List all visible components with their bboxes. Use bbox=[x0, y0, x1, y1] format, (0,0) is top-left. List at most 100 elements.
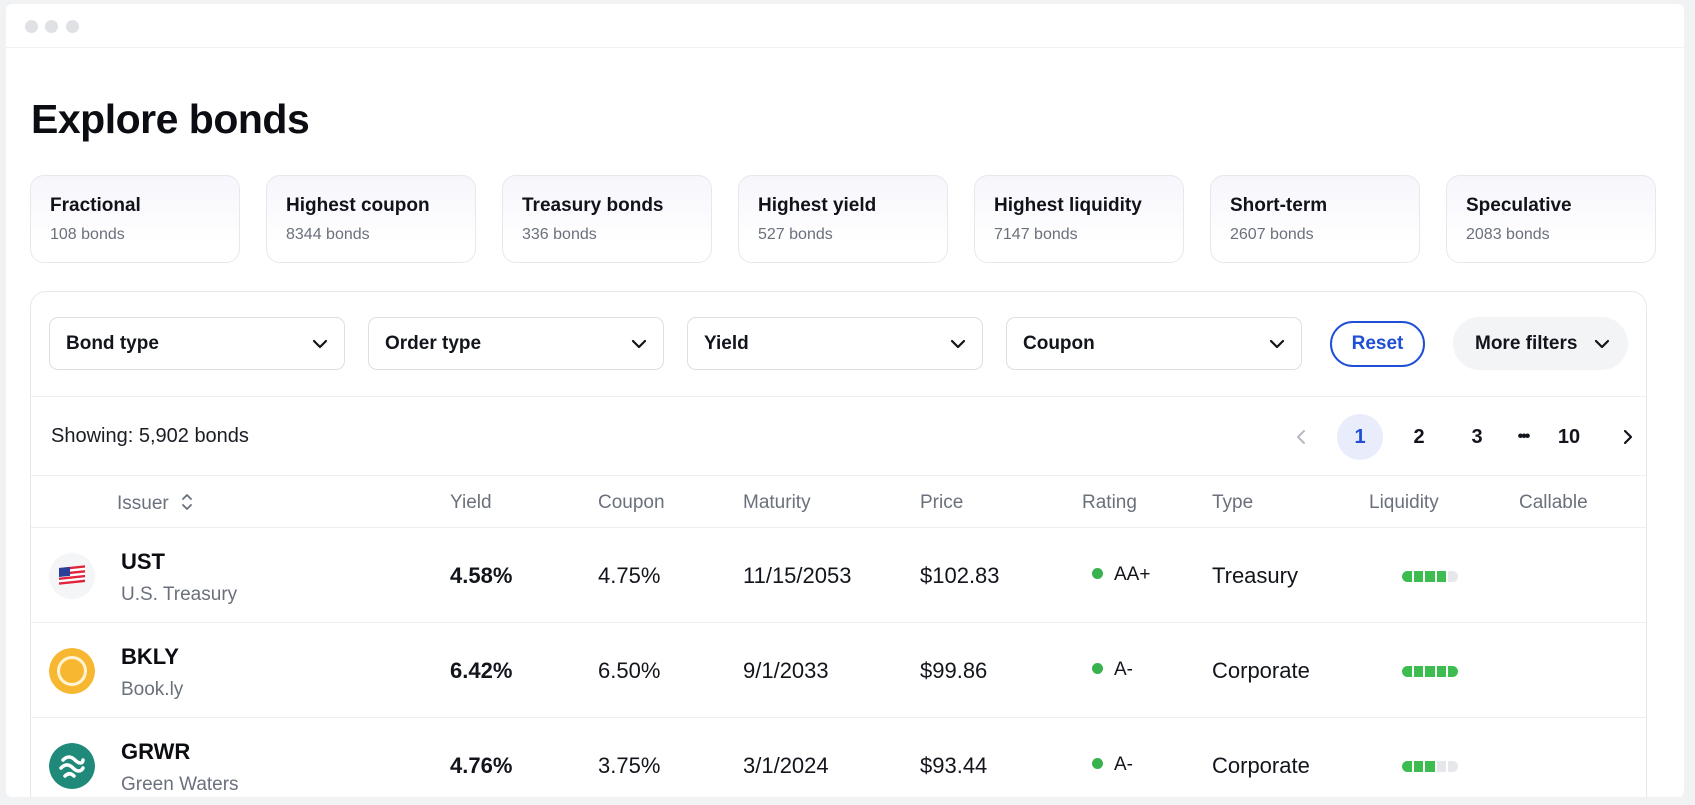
rating-status-dot bbox=[1092, 568, 1103, 579]
rating-status-dot bbox=[1092, 758, 1103, 769]
category-card-count: 336 bonds bbox=[522, 226, 597, 243]
yield-select-label: Yield bbox=[704, 332, 749, 354]
maturity-value: 3/1/2024 bbox=[743, 753, 829, 778]
bookly-logo-icon bbox=[49, 648, 95, 694]
window-titlebar bbox=[6, 4, 1684, 48]
category-cards: Fractional 108 bonds Highest coupon 8344… bbox=[30, 175, 1660, 263]
page-title: Explore bonds bbox=[31, 96, 310, 142]
table-row[interactable]: BKLY Book.ly 6.42% 6.50% 9/1/2033 $99.86… bbox=[31, 623, 1646, 718]
liquidity-segment bbox=[1402, 666, 1412, 677]
category-card-highest-liquidity[interactable]: Highest liquidity 7147 bonds bbox=[974, 175, 1184, 263]
issuer-name: U.S. Treasury bbox=[121, 584, 238, 605]
category-card-short-term[interactable]: Short-term 2607 bonds bbox=[1210, 175, 1420, 263]
maturity-value: 11/15/2053 bbox=[743, 563, 852, 588]
liquidity-segment bbox=[1413, 571, 1424, 582]
column-header-liquidity[interactable]: Liquidity bbox=[1369, 492, 1439, 513]
coupon-select[interactable]: Coupon bbox=[1006, 317, 1302, 370]
column-header-price[interactable]: Price bbox=[920, 492, 964, 513]
prev-page-button[interactable] bbox=[1278, 414, 1324, 460]
more-filters-button[interactable]: More filters bbox=[1453, 317, 1628, 370]
column-header-callable[interactable]: Callable bbox=[1519, 492, 1588, 513]
bond-ticker: BKLY bbox=[121, 644, 179, 669]
coupon-value: 4.75% bbox=[598, 563, 661, 588]
window-minimize-dot[interactable] bbox=[45, 20, 58, 33]
column-header-yield[interactable]: Yield bbox=[450, 492, 492, 513]
next-page-button[interactable] bbox=[1605, 414, 1646, 460]
price-value: $93.44 bbox=[920, 753, 988, 778]
rating-value: AA+ bbox=[1114, 564, 1151, 585]
category-card-fractional[interactable]: Fractional 108 bonds bbox=[30, 175, 240, 263]
type-value: Corporate bbox=[1212, 658, 1310, 683]
page-button-1[interactable]: 1 bbox=[1337, 414, 1383, 460]
chevron-down-icon bbox=[950, 339, 966, 349]
chevron-down-icon bbox=[1269, 339, 1285, 349]
results-bar: Showing: 5,902 bonds 1 2 3 ••• 10 bbox=[31, 397, 1646, 476]
results-count: Showing: 5,902 bonds bbox=[51, 425, 249, 447]
more-filters-label: More filters bbox=[1475, 332, 1578, 354]
issuer-name: Green Waters bbox=[121, 774, 239, 795]
category-card-title: Highest coupon bbox=[286, 195, 430, 216]
reset-button[interactable]: Reset bbox=[1330, 321, 1425, 367]
type-value: Corporate bbox=[1212, 753, 1310, 778]
yield-select[interactable]: Yield bbox=[687, 317, 983, 370]
category-card-count: 7147 bonds bbox=[994, 226, 1078, 243]
price-value: $99.86 bbox=[920, 658, 988, 683]
coupon-value: 6.50% bbox=[598, 658, 661, 683]
category-card-highest-coupon[interactable]: Highest coupon 8344 bonds bbox=[266, 175, 476, 263]
sort-icon bbox=[182, 494, 192, 510]
column-header-rating[interactable]: Rating bbox=[1082, 492, 1137, 513]
category-card-treasury-bonds[interactable]: Treasury bonds 336 bonds bbox=[502, 175, 712, 263]
category-card-speculative[interactable]: Speculative 2083 bonds bbox=[1446, 175, 1656, 263]
rating-status-dot bbox=[1092, 663, 1103, 674]
liquidity-segment bbox=[1448, 666, 1458, 677]
green-waters-logo-icon bbox=[49, 743, 95, 789]
page-ellipsis: ••• bbox=[1517, 428, 1531, 445]
rating-value: A- bbox=[1114, 754, 1133, 775]
page-button-2[interactable]: 2 bbox=[1413, 425, 1425, 448]
column-header-type[interactable]: Type bbox=[1212, 492, 1254, 513]
category-card-highest-yield[interactable]: Highest yield 527 bonds bbox=[738, 175, 948, 263]
chevron-right-icon bbox=[1623, 429, 1633, 445]
bond-type-select[interactable]: Bond type bbox=[49, 317, 345, 370]
window-close-dot[interactable] bbox=[25, 20, 38, 33]
liquidity-segment bbox=[1436, 666, 1447, 677]
bond-type-select-label: Bond type bbox=[66, 332, 159, 354]
category-card-title: Short-term bbox=[1230, 195, 1328, 216]
rating: AA+ bbox=[1092, 564, 1150, 586]
page-button-10[interactable]: 10 bbox=[1557, 425, 1581, 448]
issuer-name: Book.ly bbox=[121, 679, 184, 700]
column-header-maturity[interactable]: Maturity bbox=[743, 492, 811, 513]
column-header-coupon[interactable]: Coupon bbox=[598, 492, 665, 513]
table-header: Issuer Yield Coupon Maturity Price Ratin… bbox=[31, 476, 1646, 528]
category-card-title: Highest liquidity bbox=[994, 195, 1142, 216]
coupon-value: 3.75% bbox=[598, 753, 661, 778]
chevron-down-icon bbox=[312, 339, 328, 349]
page-button-3[interactable]: 3 bbox=[1471, 425, 1483, 448]
category-card-count: 108 bonds bbox=[50, 226, 125, 243]
category-card-count: 2607 bonds bbox=[1230, 226, 1314, 243]
app-window: Explore bonds Fractional 108 bonds Highe… bbox=[6, 4, 1684, 797]
bond-ticker: UST bbox=[121, 549, 165, 574]
liquidity-meter bbox=[1402, 666, 1458, 677]
rating-value: A- bbox=[1114, 659, 1133, 680]
order-type-select-label: Order type bbox=[385, 332, 482, 354]
liquidity-meter bbox=[1402, 761, 1458, 772]
yield-value: 4.58% bbox=[450, 563, 513, 588]
column-header-issuer[interactable]: Issuer bbox=[117, 492, 194, 515]
category-card-title: Fractional bbox=[50, 195, 141, 216]
yield-value: 4.76% bbox=[450, 753, 513, 778]
type-value: Treasury bbox=[1212, 563, 1298, 588]
liquidity-meter bbox=[1402, 571, 1458, 582]
category-card-count: 527 bonds bbox=[758, 226, 833, 243]
chevron-down-icon bbox=[631, 339, 647, 349]
window-zoom-dot[interactable] bbox=[66, 20, 79, 33]
chevron-down-icon bbox=[1594, 339, 1610, 349]
filter-bar: Bond type Order type Yield Coupon Reset … bbox=[31, 292, 1646, 397]
order-type-select[interactable]: Order type bbox=[368, 317, 664, 370]
liquidity-segment bbox=[1402, 761, 1412, 772]
table-row[interactable]: GRWR Green Waters 4.76% 3.75% 3/1/2024 $… bbox=[31, 718, 1646, 797]
liquidity-segment bbox=[1436, 761, 1447, 772]
liquidity-segment bbox=[1402, 571, 1412, 582]
table-row[interactable]: UST U.S. Treasury 4.58% 4.75% 11/15/2053… bbox=[31, 528, 1646, 623]
liquidity-segment bbox=[1448, 571, 1458, 582]
